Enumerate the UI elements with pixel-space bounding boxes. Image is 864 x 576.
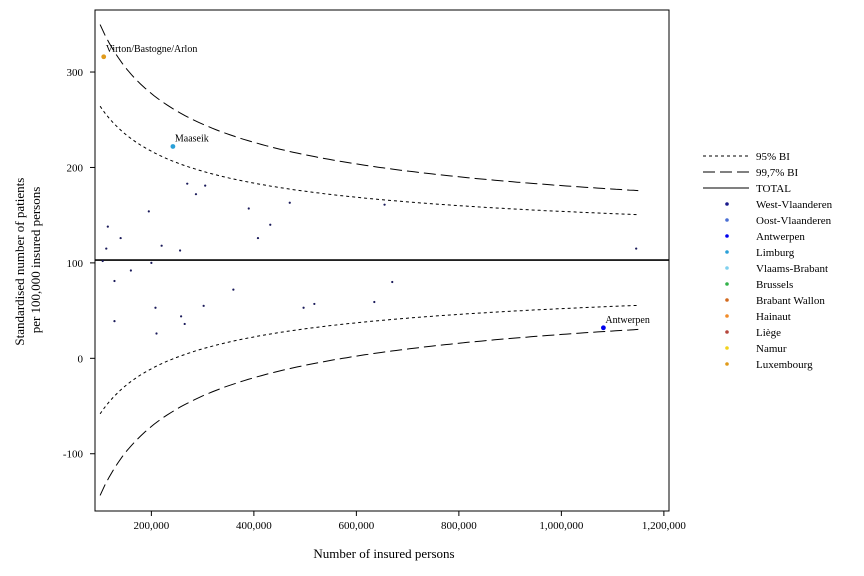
data-point (155, 332, 158, 335)
data-point (150, 261, 153, 264)
legend-marker (725, 298, 729, 302)
legend-marker (725, 218, 729, 222)
x-tick-label: 800,000 (441, 520, 477, 532)
legend-item-label: Liège (756, 327, 781, 339)
data-point (106, 225, 109, 228)
data-point (269, 223, 272, 226)
y-tick-label: 300 (67, 67, 84, 79)
data-point (302, 306, 305, 309)
data-point (256, 236, 260, 240)
legend: 95% BI 99,7% BI TOTAL West-Vlaanderen Oost-V… (703, 151, 833, 371)
highlighted-point (601, 325, 606, 331)
legend-item-label: West-Vlaanderen (756, 199, 833, 211)
x-tick-label: 200,000 (134, 520, 170, 532)
data-point (119, 236, 122, 240)
legend-item-label: TOTAL (756, 183, 791, 195)
x-axis-ticks: 200,000 400,000 600,000 800,000 1,000,000 1,2… (134, 511, 687, 532)
y-axis-title-line-1: Standardised number of patients (12, 178, 27, 346)
y-tick-label: -100 (63, 449, 84, 461)
data-point (383, 203, 386, 206)
highlighted-point (101, 54, 107, 60)
data-point (204, 184, 207, 187)
legend-item-label: 99,7% BI (756, 167, 799, 179)
funnel-limit-lower (99, 328, 639, 496)
legend-marker (725, 234, 729, 238)
y-axis-ticks: -100 0 100 200 300 (63, 67, 95, 461)
point-annotation: Antwerpen (605, 315, 649, 326)
data-point (113, 319, 116, 323)
funnel-limit-upper (99, 24, 639, 192)
legend-marker (725, 346, 729, 350)
legend-item-label: Namur (756, 343, 787, 355)
legend-marker (725, 202, 729, 206)
data-point (154, 306, 157, 309)
legend-marker (725, 314, 729, 318)
data-points (101, 182, 638, 335)
highlighted-point (170, 144, 176, 149)
data-point (147, 210, 150, 213)
y-tick-label: 100 (67, 258, 84, 270)
data-point (232, 288, 235, 291)
x-axis-title: Number of insured persons (313, 546, 454, 561)
data-point (129, 269, 132, 272)
y-axis-title-line-2: per 100,000 insured persons (28, 187, 43, 334)
x-tick-label: 600,000 (339, 520, 375, 532)
legend-item-label: Antwerpen (756, 231, 805, 243)
data-point (186, 182, 189, 185)
legend-item-label: Vlaams-Brabant (756, 263, 828, 275)
legend-marker (725, 266, 729, 270)
data-point (635, 247, 638, 250)
funnel-limit-lower (99, 304, 639, 415)
legend-marker (725, 330, 729, 334)
x-tick-label: 1,200,000 (642, 520, 687, 532)
legend-item-label: Oost-Vlaanderen (756, 215, 832, 227)
funnel-lines (95, 24, 669, 496)
legend-item-label: 95% BI (756, 151, 790, 163)
x-tick-label: 1,000,000 (539, 520, 584, 532)
data-point (113, 279, 116, 283)
data-point (160, 244, 163, 247)
legend-marker (725, 362, 729, 366)
point-annotation: Virton/Bastogne/Arlon (106, 44, 198, 55)
y-tick-label: 200 (67, 162, 84, 174)
data-point (105, 247, 108, 250)
funnel-limit-upper (99, 105, 639, 216)
data-point (180, 315, 183, 318)
legend-item-label: Brabant Wallon (756, 295, 825, 307)
data-point (101, 259, 104, 263)
legend-marker (725, 250, 729, 254)
data-point (178, 249, 182, 252)
legend-item-label: Hainaut (756, 311, 791, 323)
data-point (391, 280, 394, 284)
data-point (313, 302, 316, 306)
data-point (247, 207, 250, 210)
x-tick-label: 400,000 (236, 520, 272, 532)
legend-marker (725, 282, 729, 286)
data-point (373, 300, 376, 304)
point-annotation: Maaseik (175, 133, 209, 144)
legend-item-label: Brussels (756, 279, 793, 291)
y-tick-label: 0 (78, 353, 84, 365)
legend-item-label: Limburg (756, 247, 795, 259)
data-point (202, 304, 205, 307)
data-point (194, 193, 198, 196)
data-point (183, 322, 186, 326)
data-point (288, 201, 291, 204)
highlighted-points: Virton/Bastogne/Arlon Maaseik Antwerpen (101, 44, 650, 331)
legend-item-label: Luxembourg (756, 359, 813, 371)
y-axis-title: Standardised number of patients per 100,… (12, 174, 43, 345)
